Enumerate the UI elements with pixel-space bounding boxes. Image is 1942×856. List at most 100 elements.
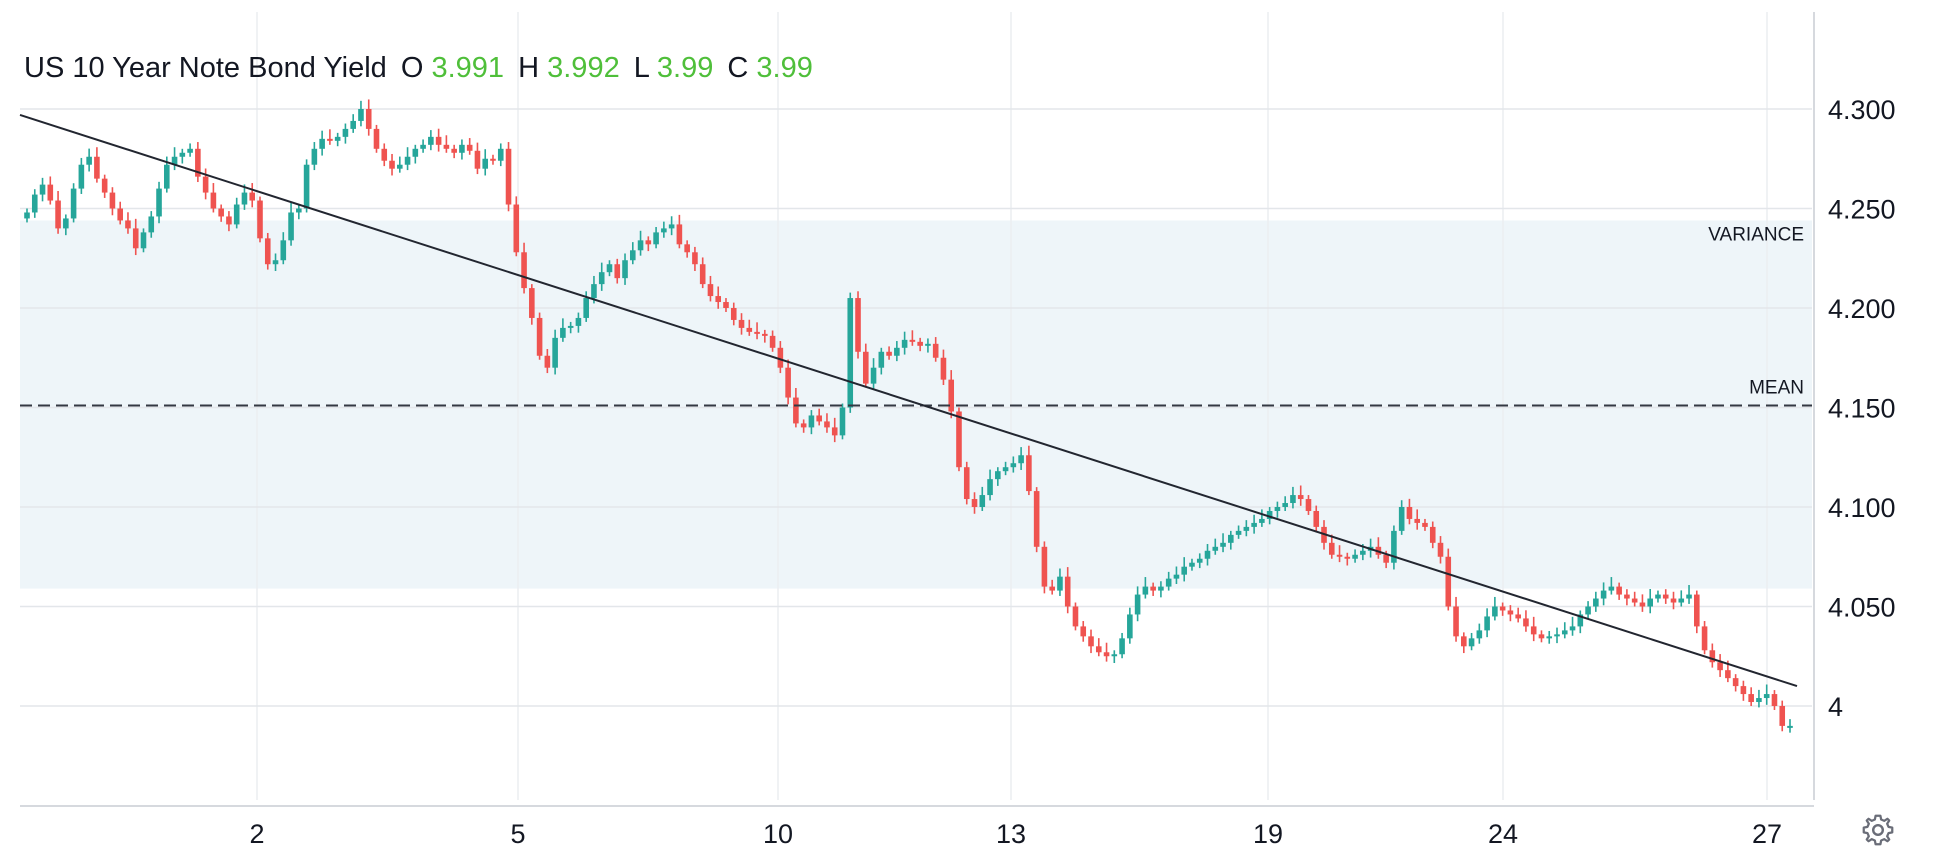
- candle-body: [1577, 614, 1584, 627]
- candle-body: [591, 284, 597, 299]
- candle-body: [1360, 550, 1366, 555]
- candle-body: [1352, 554, 1358, 559]
- candle-body: [1142, 586, 1149, 595]
- candle-body: [1274, 507, 1281, 511]
- candle-body: [443, 144, 450, 149]
- legend-open-label: O: [400, 52, 424, 84]
- candle-body: [1212, 546, 1219, 551]
- candle-body: [847, 298, 854, 408]
- candle-body: [1297, 495, 1304, 500]
- candle-body: [1422, 522, 1428, 527]
- candle-body: [1538, 634, 1545, 639]
- candle-body: [319, 138, 325, 149]
- candle-body: [1569, 626, 1576, 631]
- candle-body: [1694, 594, 1700, 627]
- candle-body: [156, 188, 162, 217]
- y-tick-label: 4.200: [1828, 294, 1896, 324]
- trend-line: [19, 114, 1798, 688]
- candle-body: [668, 224, 675, 229]
- candle-body: [226, 216, 232, 225]
- candle-body: [1336, 554, 1343, 557]
- gear-icon[interactable]: [1860, 812, 1896, 848]
- candle-body: [264, 238, 271, 265]
- candle-body: [979, 495, 986, 507]
- candle-body: [132, 228, 139, 249]
- candle-body: [1523, 618, 1529, 627]
- candle-body: [109, 192, 116, 209]
- candle-body: [1251, 522, 1257, 527]
- candle-body: [1119, 638, 1125, 655]
- candle-body: [886, 351, 892, 356]
- candle-body: [1492, 606, 1498, 617]
- candle-body: [1383, 554, 1389, 563]
- candle-body: [1662, 594, 1669, 599]
- candle-body: [1530, 626, 1537, 635]
- candle-body: [241, 192, 248, 205]
- candle-body: [1150, 586, 1156, 591]
- variance-label: VARIANCE: [1708, 224, 1804, 245]
- candle-body: [839, 407, 846, 436]
- candle-body: [1655, 594, 1661, 599]
- candle-body: [303, 164, 310, 209]
- candle-body: [164, 164, 170, 189]
- candle-body: [466, 144, 473, 151]
- candle-body: [1608, 586, 1615, 591]
- candle-body: [1220, 542, 1226, 547]
- legend-high-value: 3.992: [547, 52, 620, 84]
- candle-body: [1593, 598, 1599, 607]
- candle-body: [1064, 576, 1071, 607]
- candle-body: [855, 298, 861, 352]
- candle-body: [746, 327, 753, 332]
- legend-title: US 10 Year Note Bond Yield: [24, 52, 387, 84]
- y-tick-label: 4.250: [1828, 195, 1896, 225]
- candle-body: [645, 240, 652, 245]
- candle-body: [140, 232, 147, 249]
- candle-body: [451, 148, 457, 153]
- legend-open-value: 3.991: [431, 52, 505, 84]
- candle-body: [365, 109, 372, 129]
- candle-body: [707, 284, 714, 297]
- y-tick-label: 4.050: [1828, 593, 1896, 623]
- candle-body: [389, 160, 395, 169]
- candle-body: [1709, 650, 1716, 663]
- candle-body: [358, 109, 364, 121]
- candle-body: [1554, 634, 1560, 637]
- candle-body: [1080, 626, 1087, 637]
- candle-body: [575, 317, 582, 326]
- x-tick-label: 27: [1752, 819, 1782, 849]
- candle-body: [598, 272, 605, 285]
- candle-body: [723, 302, 729, 308]
- candle-body: [808, 415, 815, 428]
- candle-body: [31, 194, 38, 213]
- y-tick-label: 4.150: [1828, 394, 1896, 424]
- candle-body: [1437, 542, 1444, 557]
- overlay-lines: [19, 114, 1812, 688]
- candle-body: [894, 347, 900, 356]
- x-tick-label: 2: [249, 819, 264, 849]
- candle-body: [396, 164, 403, 169]
- legend-high-label: H: [518, 52, 540, 84]
- candle-body: [1259, 518, 1265, 523]
- candle-body: [730, 308, 737, 320]
- candle-body: [490, 158, 496, 161]
- y-tick-label: 4: [1828, 692, 1843, 722]
- candle-body: [1095, 646, 1102, 653]
- candle-body: [342, 128, 349, 137]
- candle-body: [715, 296, 722, 303]
- candle-body: [948, 379, 955, 412]
- legend-low-label: L: [633, 52, 649, 84]
- candle-body: [567, 325, 574, 328]
- candle-body: [1010, 463, 1017, 468]
- candle-body: [1756, 698, 1762, 703]
- x-tick-label: 5: [510, 819, 525, 849]
- x-tick-label: 13: [996, 819, 1026, 849]
- candle-body: [55, 200, 61, 229]
- candle-body: [1725, 670, 1731, 679]
- candle-body: [1732, 678, 1739, 687]
- candle-body: [1686, 594, 1692, 599]
- candle-body: [878, 351, 885, 368]
- axis-labels: 2 5 10 13 19 24 27 4.300 4.250 4.200 4.150 4.100 4.0…: [249, 95, 1895, 849]
- mean-label: MEAN: [1749, 378, 1804, 399]
- candle-body: [1235, 530, 1242, 535]
